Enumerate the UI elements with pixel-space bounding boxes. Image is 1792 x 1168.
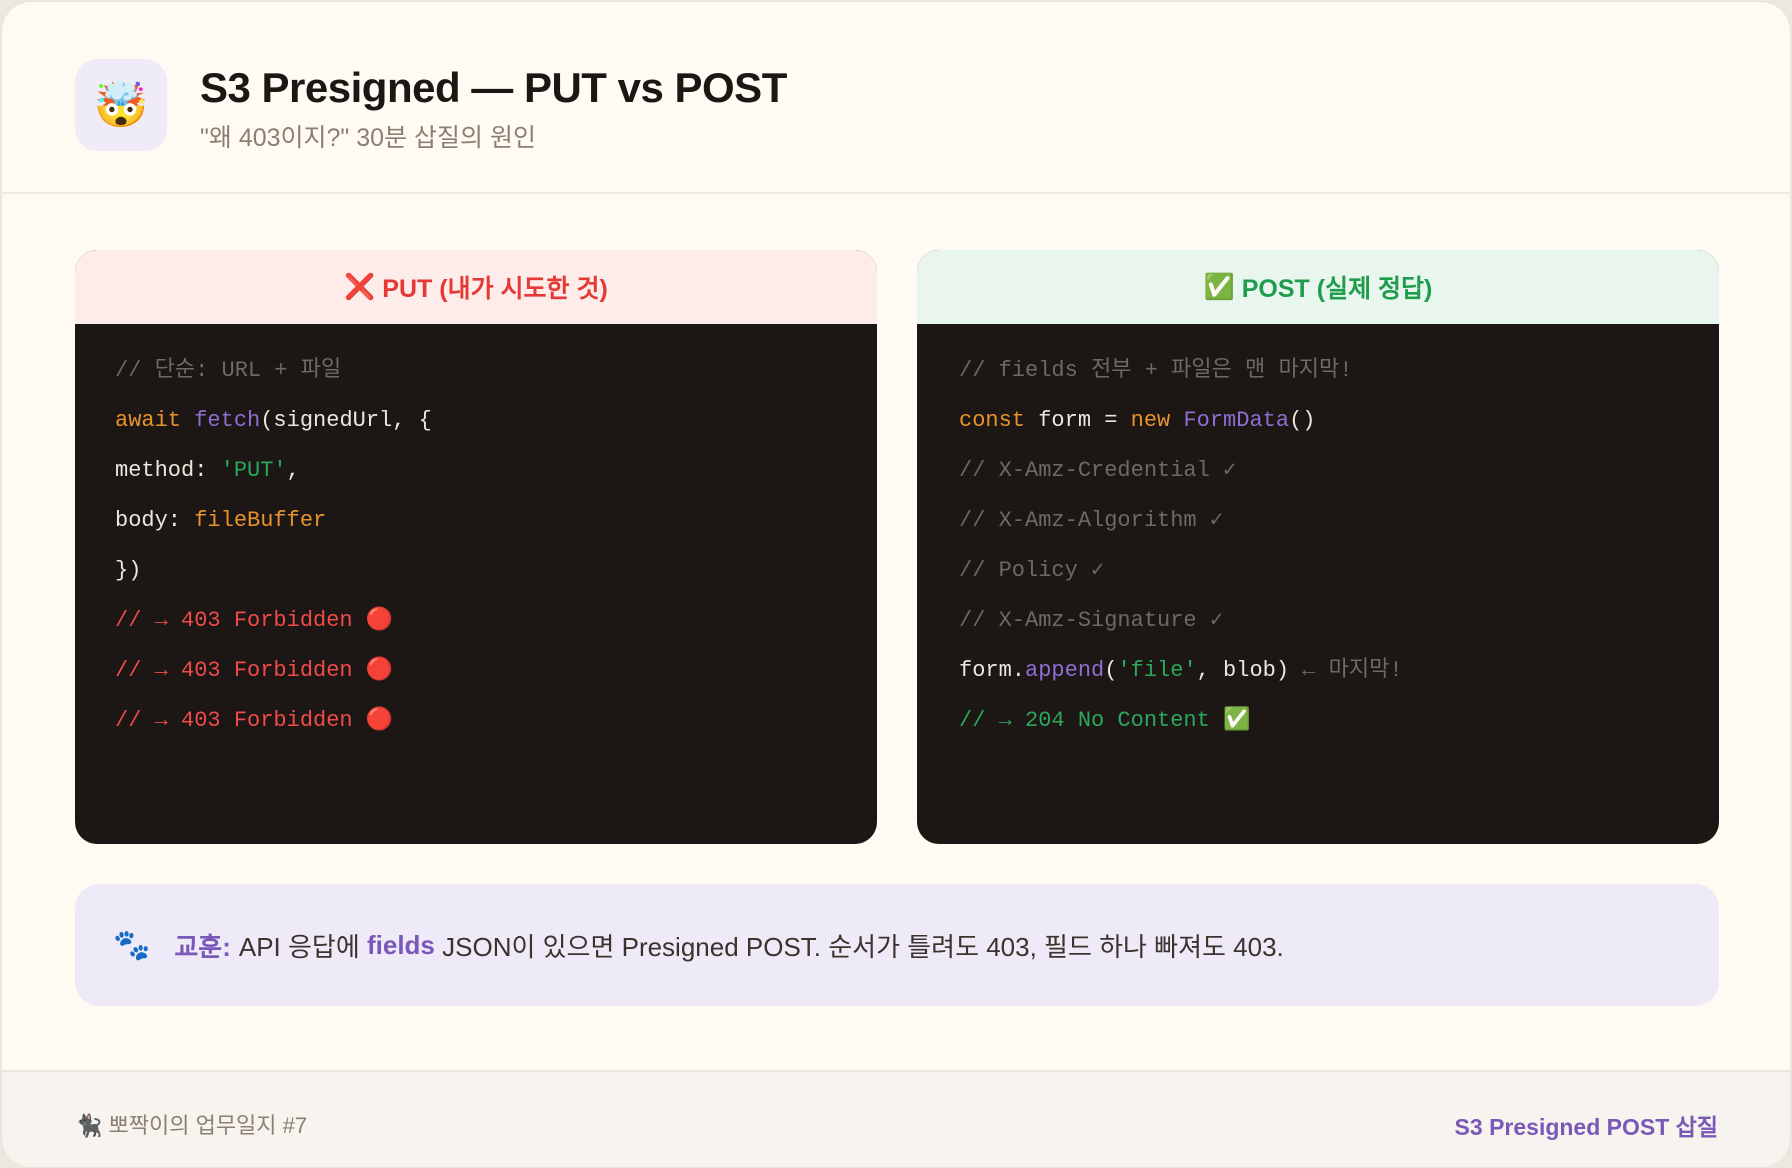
lesson-callout: 🐾 교훈: API 응답에 fields JSON이 있으면 Presigned… — [75, 884, 1719, 1006]
code-line: // → 403 Forbidden 🔴 — [115, 696, 877, 746]
code-line: // → 403 Forbidden 🔴 — [115, 646, 877, 696]
check-icon: ✅ — [1203, 272, 1235, 301]
code-token: body: — [115, 508, 195, 533]
put-panel-title: PUT (내가 시도한 것) — [382, 275, 608, 303]
post-panel-header: ✅ POST (실제 정답) — [917, 250, 1719, 324]
lesson-text-after: JSON이 있으면 Presigned POST. 순서가 틀려도 403, 필… — [434, 931, 1284, 962]
code-token: , — [286, 458, 300, 483]
post-code-block: // fields 전부 + 파일은 맨 마지막! const form = ne… — [917, 324, 1719, 746]
code-token: ← 마지막! — [1302, 658, 1403, 683]
code-token: // fields 전부 + 파일은 맨 마지막! — [959, 358, 1353, 383]
lesson-text-before: API 응답에 — [238, 931, 367, 962]
footer-topic: S3 Presigned POST 삽질 — [1454, 1114, 1718, 1140]
code-token: 'file' — [1117, 658, 1197, 683]
page-subtitle: "왜 403이지?" 30분 삽질의 원인 — [200, 124, 536, 152]
code-token: // Policy ✓ — [959, 558, 1105, 583]
code-token: method: — [115, 458, 221, 483]
put-panel-header: ❌ PUT (내가 시도한 것) — [75, 250, 877, 324]
code-token: await — [115, 408, 195, 433]
code-line: method: 'PUT', — [115, 446, 877, 496]
code-token: fetch — [194, 408, 261, 433]
lesson-label: 교훈: — [174, 931, 231, 962]
code-token: form. — [959, 658, 1026, 683]
post-panel-title: POST (실제 정답) — [1241, 275, 1433, 303]
cross-icon: ❌ — [344, 272, 376, 301]
post-panel: ✅ POST (실제 정답) // fields 전부 + 파일은 맨 마지막!… — [917, 250, 1719, 844]
code-line: // X-Amz-Signature ✓ — [959, 596, 1719, 646]
code-line: const form = new FormData() — [959, 396, 1719, 446]
code-token: FormData — [1183, 408, 1290, 433]
code-token: , blob) — [1196, 658, 1303, 683]
code-line: }) — [115, 546, 877, 596]
code-token: append — [1025, 658, 1105, 683]
code-token: // X-Amz-Algorithm ✓ — [959, 508, 1224, 533]
code-token: // → 403 Forbidden 🔴 — [115, 608, 394, 633]
code-token: // X-Amz-Credential ✓ — [959, 458, 1237, 483]
code-line: await fetch(signedUrl, { — [115, 396, 877, 446]
code-token: const — [959, 408, 1039, 433]
header: 🤯 S3 Presigned — PUT vs POST "왜 403이지?" … — [2, 2, 1790, 194]
code-line: body: fileBuffer — [115, 496, 877, 546]
code-token: }) — [115, 558, 142, 583]
code-line: // → 204 No Content ✅ — [959, 696, 1719, 746]
code-token: fileBuffer — [194, 508, 327, 533]
exploding-head-icon: 🤯 — [75, 59, 167, 151]
code-token: // → 403 Forbidden 🔴 — [115, 708, 394, 733]
code-token: // → 403 Forbidden 🔴 — [115, 658, 394, 683]
code-line: // Policy ✓ — [959, 546, 1719, 596]
code-line: // fields 전부 + 파일은 맨 마지막! — [959, 346, 1719, 396]
put-panel: ❌ PUT (내가 시도한 것) // 단순: URL + 파일 await fe… — [75, 250, 877, 844]
code-token: () — [1289, 408, 1316, 433]
code-line: // → 403 Forbidden 🔴 — [115, 596, 877, 646]
code-token: 'PUT' — [220, 458, 287, 483]
footer: 🐈‍⬛ 뽀짝이의 업무일지 #7 S3 Presigned POST 삽질 — [2, 1070, 1790, 1167]
code-token: // 단순: URL + 파일 — [115, 358, 342, 383]
code-line: // 단순: URL + 파일 — [115, 346, 877, 396]
code-line: form.append('file', blob) ← 마지막! — [959, 646, 1719, 696]
lesson-highlight: fields — [366, 929, 435, 960]
paw-icon: 🐾 — [113, 928, 151, 962]
code-token: // X-Amz-Signature ✓ — [959, 608, 1224, 633]
code-token: new — [1130, 408, 1184, 433]
code-line: // X-Amz-Algorithm ✓ — [959, 496, 1719, 546]
page-title: S3 Presigned — PUT vs POST — [200, 64, 787, 111]
footer-series-label: 🐈‍⬛ 뽀짝이의 업무일지 #7 — [75, 1113, 308, 1138]
code-token: (signedUrl, { — [260, 408, 432, 433]
code-token: form = — [1038, 408, 1131, 433]
code-token: // → 204 No Content ✅ — [959, 708, 1251, 733]
code-line: // X-Amz-Credential ✓ — [959, 446, 1719, 496]
put-code-block: // 단순: URL + 파일 await fetch(signedUrl, {m… — [75, 324, 877, 746]
code-token: ( — [1104, 658, 1118, 683]
